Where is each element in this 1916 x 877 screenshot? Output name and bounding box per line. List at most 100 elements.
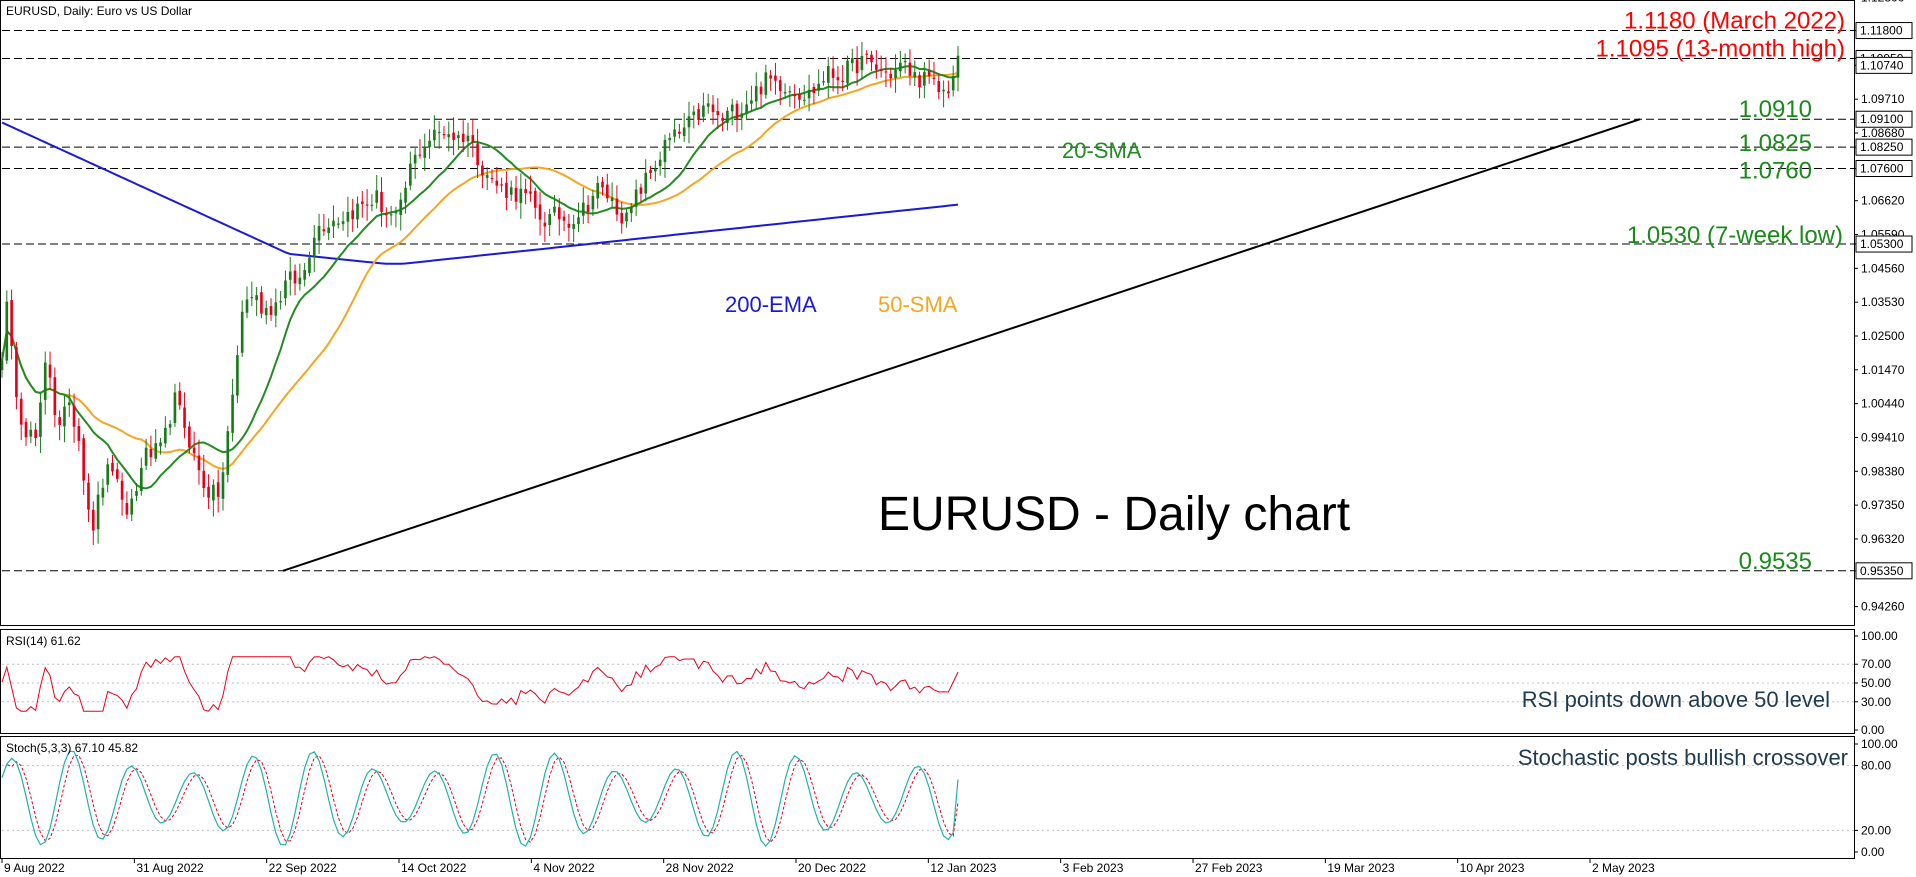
level-label: 1.1180 (March 2022) — [1624, 8, 1845, 35]
candle-body — [188, 426, 191, 448]
stoch-tick-label: 80.00 — [1861, 759, 1891, 773]
x-tick-label: 20 Dec 2022 — [798, 861, 866, 875]
candle-body — [663, 139, 667, 162]
x-tick-label: 4 Nov 2022 — [533, 861, 595, 875]
candle-body — [380, 191, 383, 212]
y-tick-label: 0.99410 — [1861, 430, 1905, 444]
candle-body — [942, 89, 945, 92]
candle-body — [692, 111, 696, 116]
candle-body — [370, 204, 374, 207]
y-tick-label: 1.12800 — [1861, 0, 1905, 5]
candle-body — [24, 421, 28, 438]
candle-body — [212, 484, 215, 501]
price-box-text: 1.09100 — [1860, 112, 1904, 126]
rsi-line — [1, 656, 959, 712]
candle-body — [490, 177, 494, 180]
candle-body — [120, 480, 124, 500]
candle-body — [543, 222, 547, 227]
candle-body — [865, 53, 869, 55]
candle-body — [903, 60, 907, 63]
candle-body — [336, 223, 340, 225]
candle-body — [360, 201, 364, 204]
candle-body — [812, 87, 816, 94]
x-tick-label: 28 Nov 2022 — [666, 861, 734, 875]
candle-body — [764, 72, 768, 95]
candle-body — [836, 77, 840, 81]
candle-body — [221, 472, 225, 499]
candle-body — [788, 91, 792, 93]
candle-body — [72, 405, 76, 427]
trendline — [282, 118, 1641, 572]
candle-body — [591, 195, 595, 210]
candle-body — [774, 75, 777, 81]
chart-big-title: EURUSD - Daily chart — [878, 488, 1350, 541]
x-tick-label: 12 Jan 2023 — [930, 861, 996, 875]
candle-body — [831, 68, 835, 78]
level-label: 0.9535 — [1739, 548, 1812, 575]
candle-body — [197, 455, 201, 471]
candle-body — [404, 187, 407, 203]
candle-body — [317, 225, 321, 241]
y-tick-label: 1.09710 — [1861, 92, 1905, 106]
y-tick-label: 1.00440 — [1861, 397, 1905, 411]
candle-body — [178, 390, 182, 406]
candle-body — [452, 132, 455, 140]
candle-body — [226, 431, 230, 475]
candle-body — [168, 424, 172, 428]
candle-body — [312, 237, 316, 257]
candle-body — [385, 213, 388, 216]
candle-body — [615, 198, 619, 215]
level-label: 1.0825 — [1739, 130, 1812, 157]
candle-body — [850, 58, 854, 64]
main-price-pane — [0, 0, 1855, 626]
candle-body — [130, 498, 134, 515]
candle-body — [721, 117, 724, 121]
candle-body — [572, 224, 575, 229]
candle-body — [548, 214, 551, 225]
stochastic-title: Stoch(5,3,3) 67.10 45.82 — [6, 741, 138, 755]
y-tick-label: 0.98380 — [1861, 464, 1905, 478]
candle-body — [63, 406, 66, 427]
candle-body — [332, 220, 335, 227]
candle-body — [399, 199, 403, 216]
candle-body — [365, 204, 369, 206]
price-box-frame — [1855, 235, 1913, 253]
candle-body — [106, 464, 110, 485]
candle-body — [581, 202, 585, 216]
level-label: 1.0910 — [1739, 96, 1812, 123]
candle-body — [423, 147, 427, 158]
candle-body — [159, 442, 162, 447]
candle-body — [529, 191, 532, 194]
x-tick-label: 31 Aug 2022 — [136, 861, 204, 875]
candle-body — [236, 355, 239, 396]
stoch-tick-label: 20.00 — [1861, 823, 1891, 837]
candle-body — [524, 189, 527, 194]
candle-body — [442, 134, 446, 136]
candle-body — [505, 182, 508, 198]
candle-body — [750, 100, 753, 104]
y-tick-label: 1.06620 — [1861, 194, 1905, 208]
candle-body — [697, 109, 700, 121]
candle-body — [341, 221, 345, 225]
candle-body — [10, 300, 13, 347]
candle-body — [605, 184, 609, 199]
x-tick-label: 2 May 2023 — [1592, 861, 1655, 875]
candle-body — [149, 448, 153, 458]
candle-body — [778, 80, 782, 91]
candle-body — [956, 55, 960, 78]
candle-body — [183, 407, 186, 428]
candle-body — [135, 491, 138, 496]
price-box-frame — [1855, 56, 1913, 74]
candle-body — [668, 137, 672, 141]
candle-body — [586, 204, 590, 213]
candle-body — [58, 417, 61, 425]
y-tick-label: 1.04560 — [1861, 261, 1905, 275]
y-tick-label: 1.08680 — [1861, 126, 1905, 140]
candle-body — [91, 509, 95, 531]
x-tick-label: 3 Feb 2023 — [1063, 861, 1124, 875]
candle-body — [87, 482, 90, 510]
y-tick-label: 1.02500 — [1861, 329, 1905, 343]
candle-body — [562, 216, 566, 221]
rsi-pane — [0, 629, 1855, 734]
x-tick-label: 14 Oct 2022 — [401, 861, 467, 875]
